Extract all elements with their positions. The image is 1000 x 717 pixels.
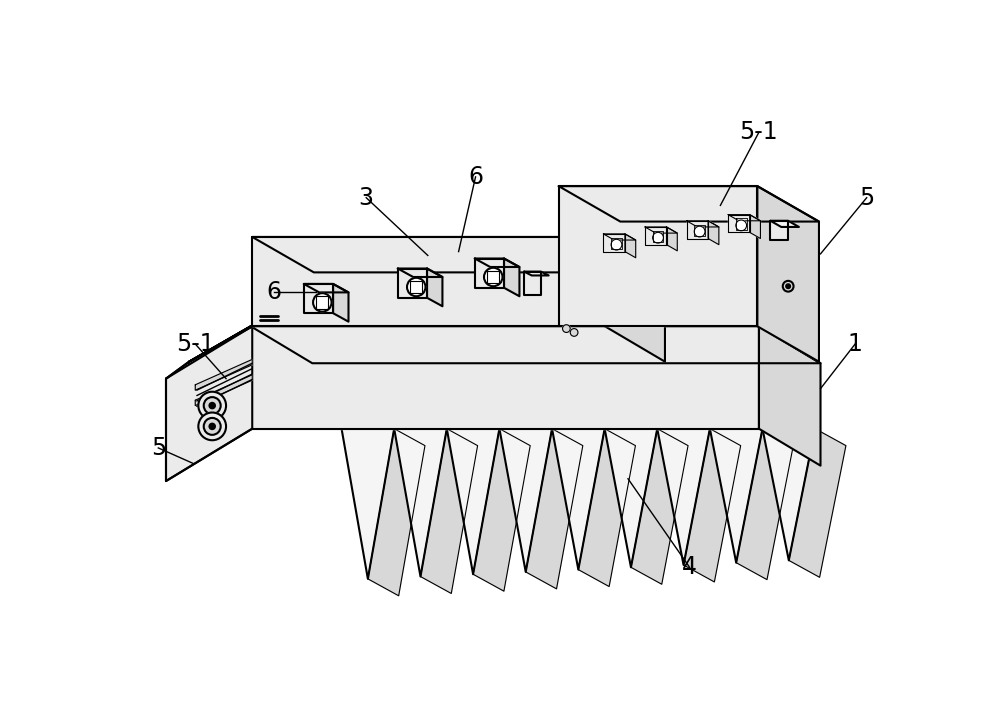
Polygon shape [304,284,333,313]
Polygon shape [750,214,760,239]
Polygon shape [757,186,819,361]
Circle shape [204,418,221,435]
Polygon shape [657,429,710,565]
Circle shape [484,267,502,286]
Polygon shape [420,429,478,594]
Polygon shape [645,227,677,233]
Polygon shape [189,326,251,361]
Polygon shape [475,259,504,288]
Text: 5: 5 [151,436,166,460]
Polygon shape [728,214,750,232]
Circle shape [611,239,622,250]
Circle shape [209,402,215,409]
Text: 6: 6 [266,280,281,305]
Polygon shape [189,326,251,464]
Polygon shape [605,237,665,361]
Polygon shape [625,234,636,257]
Polygon shape [368,429,425,596]
Polygon shape [447,429,499,574]
Polygon shape [252,237,665,272]
Polygon shape [473,429,530,591]
Circle shape [653,232,663,243]
Text: 1: 1 [848,332,863,356]
Circle shape [198,391,226,419]
Polygon shape [559,186,757,326]
Polygon shape [603,234,636,240]
Polygon shape [398,269,442,277]
Polygon shape [552,429,605,569]
Polygon shape [578,429,635,587]
Polygon shape [524,272,549,275]
Polygon shape [252,237,605,326]
Polygon shape [251,326,759,429]
Circle shape [313,293,332,312]
Polygon shape [394,429,447,576]
Polygon shape [475,259,519,267]
Polygon shape [708,221,719,244]
Polygon shape [166,326,252,481]
Polygon shape [770,221,799,227]
Text: 5-1: 5-1 [740,120,778,144]
Polygon shape [251,326,820,364]
Polygon shape [304,284,348,293]
Circle shape [563,325,570,333]
Circle shape [198,412,226,440]
Polygon shape [770,221,788,240]
Polygon shape [195,375,252,406]
Polygon shape [499,429,552,572]
Polygon shape [524,272,541,295]
Text: 5: 5 [859,186,874,209]
Circle shape [204,397,221,414]
Circle shape [736,220,747,231]
Polygon shape [333,284,348,322]
Polygon shape [603,234,625,252]
Polygon shape [605,429,657,567]
Polygon shape [762,429,815,561]
Circle shape [786,284,790,288]
Polygon shape [710,429,762,563]
Polygon shape [427,269,442,306]
Polygon shape [759,326,820,465]
Polygon shape [789,429,846,577]
Polygon shape [684,429,741,582]
Polygon shape [342,429,394,579]
Circle shape [570,328,578,336]
Polygon shape [687,221,719,227]
Text: 6: 6 [468,165,483,189]
Text: 4: 4 [682,555,697,579]
Polygon shape [559,186,819,222]
Polygon shape [666,227,677,251]
Text: 5-1: 5-1 [176,332,215,356]
Polygon shape [398,269,427,298]
Polygon shape [687,221,708,239]
Text: 3: 3 [359,186,374,209]
Polygon shape [736,429,793,579]
Circle shape [783,281,794,292]
Polygon shape [728,214,760,221]
Polygon shape [645,227,666,244]
Polygon shape [195,359,252,390]
Circle shape [694,226,705,237]
Polygon shape [504,259,519,296]
Circle shape [209,423,215,429]
Polygon shape [631,429,688,584]
Polygon shape [526,429,583,589]
Circle shape [407,277,425,296]
